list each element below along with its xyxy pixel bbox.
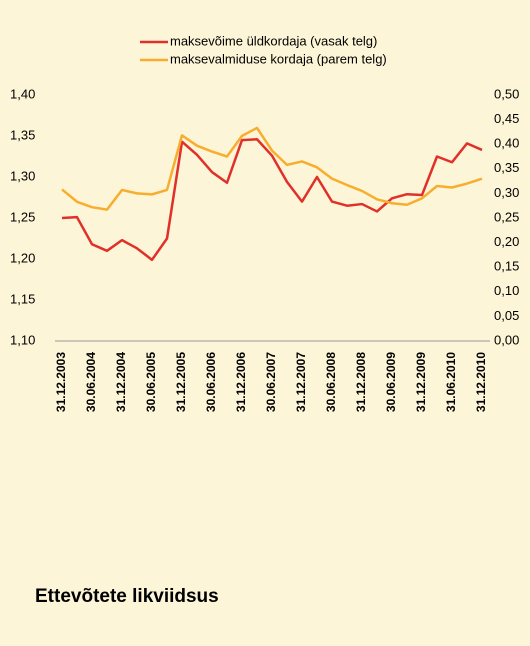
y2-tick-label: 0,35 <box>494 160 519 175</box>
chart-title: Ettevõtete likviidsus <box>35 586 219 607</box>
y-tick-label: 1,35 <box>10 127 35 142</box>
x-tick-label: 31.12.2005 <box>174 352 188 412</box>
x-tick-label: 31.12.2006 <box>234 352 248 412</box>
y-tick-label: 1,40 <box>10 86 35 101</box>
x-tick-label: 31.12.2003 <box>54 352 68 412</box>
x-tick-label: 31.12.2008 <box>354 352 368 412</box>
x-tick-label: 31.12.2007 <box>294 352 308 412</box>
x-tick-label: 30.06.2004 <box>84 352 98 412</box>
x-tick-label: 30.06.2008 <box>324 352 338 412</box>
y2-tick-label: 0,15 <box>494 259 519 274</box>
y-tick-label: 1,20 <box>10 250 35 265</box>
y-tick-label: 1,10 <box>10 332 35 347</box>
x-tick-label: 30.06.2005 <box>144 352 158 412</box>
x-tick-label: 31.12.2010 <box>474 352 488 412</box>
legend-label: maksevalmiduse kordaja (parem telg) <box>170 51 387 66</box>
y-tick-label: 1,30 <box>10 168 35 183</box>
x-tick-label: 30.06.2009 <box>384 352 398 412</box>
y-tick-label: 1,15 <box>10 291 35 306</box>
x-tick-label: 31.12.2009 <box>414 352 428 412</box>
y2-tick-label: 0,00 <box>494 332 519 347</box>
legend-label: maksevõime üldkordaja (vasak telg) <box>170 33 377 48</box>
y2-tick-label: 0,05 <box>494 308 519 323</box>
y2-tick-label: 0,45 <box>494 111 519 126</box>
series-line <box>61 126 483 211</box>
x-tick-label: 30.06.2007 <box>264 352 278 412</box>
x-tick-label: 31.06.2010 <box>444 352 458 412</box>
y2-tick-label: 0,20 <box>494 234 519 249</box>
y2-tick-label: 0,25 <box>494 209 519 224</box>
y2-tick-label: 0,50 <box>494 86 519 101</box>
y2-tick-label: 0,10 <box>494 283 519 298</box>
y2-tick-label: 0,40 <box>494 136 519 151</box>
x-tick-label: 30.06.2006 <box>204 352 218 412</box>
y2-tick-label: 0,30 <box>494 185 519 200</box>
y-tick-label: 1,25 <box>10 209 35 224</box>
x-tick-label: 31.12.2004 <box>114 352 128 412</box>
series-line <box>61 138 483 262</box>
